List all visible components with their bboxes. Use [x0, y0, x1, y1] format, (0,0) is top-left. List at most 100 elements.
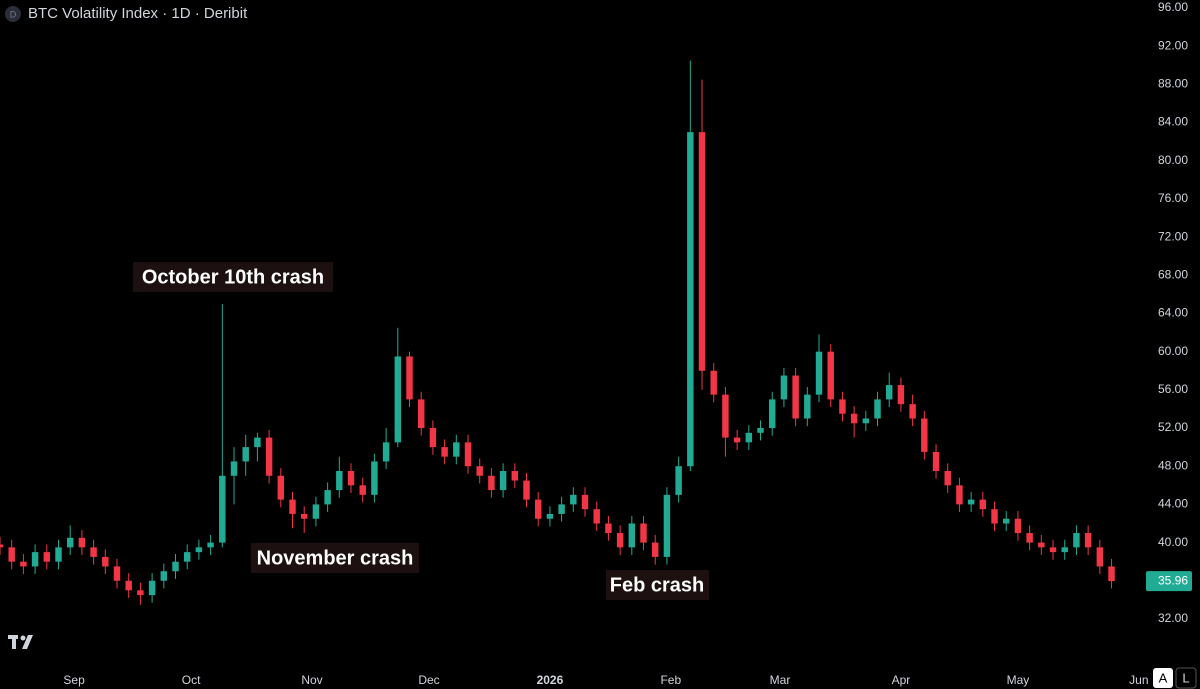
annotation: October 10th crash: [142, 266, 324, 288]
candle-body: [207, 542, 214, 548]
y-tick-label: 32.00: [1158, 611, 1188, 625]
candle-body: [722, 394, 729, 438]
candle-body: [640, 523, 647, 543]
annotation-bg: [606, 570, 709, 600]
candle-body: [359, 485, 366, 495]
candle-body: [593, 509, 600, 524]
candle-body: [31, 552, 39, 567]
candle-body: [78, 537, 86, 548]
candle-body: [687, 132, 694, 467]
x-tick-label: Mar: [770, 673, 791, 687]
candle-body: [967, 499, 975, 505]
candle-body: [921, 418, 928, 452]
candle-body: [1049, 547, 1057, 553]
button[interactable]: [1175, 667, 1197, 689]
candle-body: [102, 556, 109, 567]
y-tick-label: 72.00: [1158, 229, 1188, 243]
candle-body: [862, 418, 870, 424]
candle-body: [1096, 547, 1104, 567]
candle-body: [160, 571, 168, 581]
candle-body: [66, 537, 74, 548]
candle-body: [324, 490, 331, 505]
x-tick-label: Dec: [418, 673, 439, 687]
candle-body: [230, 461, 238, 476]
candle-body: [850, 413, 858, 424]
last-value-label: 35.96: [1158, 573, 1188, 587]
candle-body: [441, 447, 448, 457]
candle-body: [769, 399, 776, 429]
candle-body: [804, 394, 811, 419]
candle-body: [675, 466, 682, 495]
candle-body: [616, 533, 624, 548]
candle-body: [254, 437, 261, 448]
candle-body: [406, 356, 413, 400]
candle-body: [453, 442, 460, 457]
candle-body: [605, 523, 612, 534]
candle-body: [839, 399, 846, 414]
candle-body: [0, 544, 4, 548]
candle-body: [464, 442, 472, 467]
candle-body: [488, 475, 495, 491]
y-tick-label: 52.00: [1158, 420, 1188, 434]
candle-body: [523, 480, 530, 500]
y-tick-label: 76.00: [1158, 191, 1188, 205]
x-tick-label: Apr: [892, 673, 911, 687]
candle-body: [55, 547, 62, 562]
annotation: Feb crash: [610, 574, 704, 596]
x-tick-label: Feb: [660, 673, 681, 687]
y-tick-label: 68.00: [1158, 267, 1188, 281]
y-tick-label: 40.00: [1158, 535, 1188, 549]
button-label[interactable]: L: [1182, 670, 1189, 685]
candle-body: [312, 504, 320, 519]
y-tick-label: 84.00: [1158, 115, 1188, 129]
y-tick-label: 64.00: [1158, 306, 1188, 320]
symbol-badge: D: [10, 9, 17, 19]
candle-body: [874, 399, 881, 419]
candle-body: [570, 494, 577, 505]
candle-body: [394, 356, 402, 443]
candle-body: [745, 432, 753, 443]
candle-body: [733, 437, 741, 443]
candle-body: [429, 428, 437, 448]
candle-body: [909, 404, 916, 419]
candle-body: [172, 561, 179, 572]
candle-body: [347, 470, 355, 486]
candle-body: [827, 351, 834, 400]
button[interactable]: [1153, 668, 1173, 688]
candle-body: [581, 494, 589, 510]
y-tick-label: 44.00: [1158, 497, 1188, 511]
candle-body: [792, 375, 799, 419]
annotation: November crash: [257, 547, 414, 569]
y-tick-label: 96.00: [1158, 0, 1188, 14]
candle-body: [277, 475, 285, 500]
annotation-bg: [133, 262, 333, 292]
candle-body: [113, 566, 121, 581]
last-value-tag: [1146, 571, 1192, 592]
candle-body: [815, 351, 823, 395]
candle-body: [219, 475, 226, 543]
candle-body: [1014, 518, 1022, 534]
candle-body: [1084, 533, 1092, 548]
candle-body: [371, 461, 378, 495]
candle-body: [1108, 566, 1115, 582]
candle-body: [991, 509, 998, 524]
candle-body: [511, 470, 519, 481]
y-tick-label: 92.00: [1158, 38, 1188, 52]
x-tick-label: 2026: [537, 673, 564, 687]
button-label[interactable]: A: [1159, 670, 1168, 685]
candle-body: [698, 132, 706, 371]
chart-title: BTC Volatility Index · 1D · Deribit: [28, 5, 248, 22]
candle-body: [8, 547, 15, 562]
x-tick-label: Nov: [301, 673, 322, 687]
candle-body: [90, 547, 97, 557]
candle-body: [663, 494, 671, 557]
y-tick-label: 80.00: [1158, 153, 1188, 167]
y-tick-label: 60.00: [1158, 344, 1188, 358]
candle-body: [183, 552, 191, 562]
candle-body: [265, 437, 273, 476]
candle-body: [546, 513, 554, 519]
candle-body: [757, 428, 764, 433]
